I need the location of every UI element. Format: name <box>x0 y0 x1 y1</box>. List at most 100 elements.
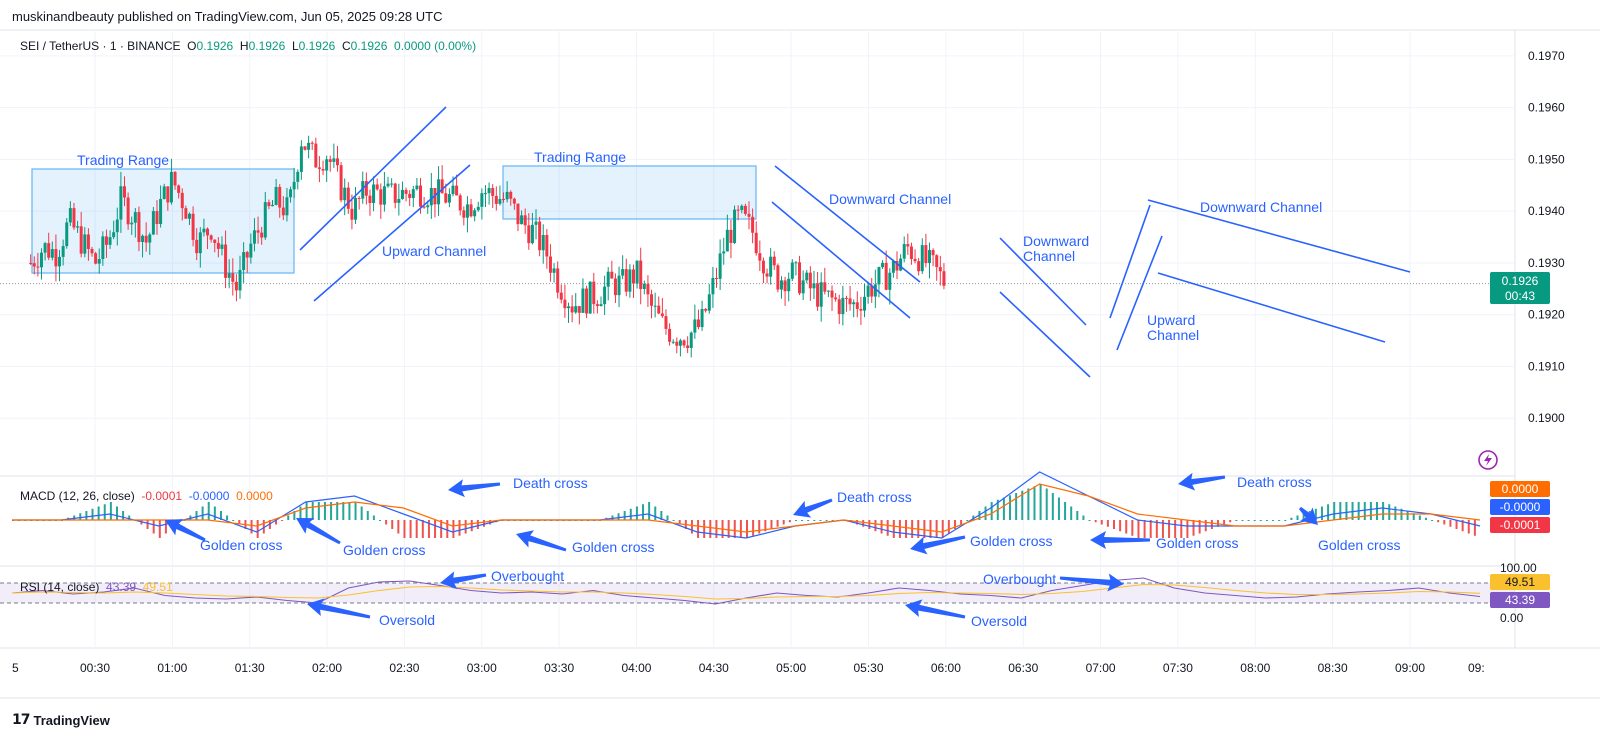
candle-body <box>704 309 708 311</box>
downward-channel-label-2b[interactable]: Channel <box>1023 248 1075 264</box>
downward-channel-label-2a[interactable]: Downward <box>1023 233 1089 249</box>
channel-lines[interactable] <box>299 106 1411 378</box>
golden-cross-label-2[interactable]: Golden cross <box>343 542 425 558</box>
candle-body <box>631 269 635 284</box>
macd-hist-bar <box>739 520 742 538</box>
death-cross-arrow-1[interactable] <box>447 475 501 499</box>
candle-body <box>671 341 675 343</box>
macd-hist-bar <box>1339 502 1342 520</box>
macd-hist-bar <box>898 520 901 538</box>
price-axis[interactable]: 0.1970 0.1960 0.1950 0.1940 0.1930 0.1920 0.19… <box>1500 49 1565 625</box>
macd-hist-bar <box>788 520 791 523</box>
golden-cross-arrow-5[interactable] <box>1090 531 1150 549</box>
downward-channel-label-3[interactable]: Downward Channel <box>1200 199 1322 215</box>
golden-cross-label-6[interactable]: Golden cross <box>1318 537 1400 553</box>
candle-body <box>700 309 704 328</box>
overbought-label-1[interactable]: Overbought <box>491 568 564 584</box>
downward-channel-label-1[interactable]: Downward Channel <box>829 191 951 207</box>
oversold-arrow-2[interactable] <box>903 596 967 626</box>
candle-body <box>689 332 693 348</box>
macd-hist-bar <box>874 520 877 532</box>
candle-body <box>711 277 715 295</box>
time-axis[interactable]: 00:30 01:00 01:30 02:00 02:30 03:00 03:30 04:00… <box>12 661 1485 675</box>
golden-cross-label-3[interactable]: Golden cross <box>572 539 654 555</box>
upward-channel-label-1[interactable]: Upward Channel <box>382 243 486 259</box>
macd-legend[interactable]: MACD (12, 26, close) -0.0001 -0.0000 0.0… <box>20 489 273 503</box>
trading-range-label-1[interactable]: Trading Range <box>77 152 169 168</box>
annotation-labels[interactable]: Trading Range Trading Range Upward Channel… <box>77 149 1400 629</box>
golden-cross-arrow-6[interactable] <box>1294 501 1324 531</box>
overbought-label-2[interactable]: Overbought <box>983 571 1056 587</box>
macd-hist-bar <box>226 515 229 520</box>
price-tick-label: 0.1970 <box>1528 49 1565 63</box>
symbol-legend[interactable]: SEI / TetherUS · 1 · BINANCE O0.1926 H0.… <box>20 39 476 53</box>
candle-body <box>141 235 145 243</box>
death-cross-label-2[interactable]: Death cross <box>837 489 912 505</box>
macd-hist-bar <box>1161 520 1164 538</box>
candle-body <box>718 253 722 279</box>
trading-range-label-2[interactable]: Trading Range <box>534 149 626 165</box>
overbought-arrow-2[interactable] <box>1059 569 1125 593</box>
oversold-label-2[interactable]: Oversold <box>971 613 1027 629</box>
macd-hist-bar <box>1137 520 1140 538</box>
candle-body <box>397 198 401 203</box>
oversold-label-1[interactable]: Oversold <box>379 612 435 628</box>
candle-body <box>552 268 556 273</box>
candle-body <box>364 181 368 196</box>
death-cross-label-3[interactable]: Death cross <box>1237 474 1312 490</box>
death-cross-arrow-3[interactable] <box>1177 468 1227 493</box>
golden-cross-label-4[interactable]: Golden cross <box>970 533 1052 549</box>
golden-cross-arrow-4-shape <box>910 535 966 555</box>
golden-cross-arrow-1[interactable] <box>161 512 209 548</box>
golden-cross-arrow-4[interactable] <box>908 528 967 558</box>
macd-hist-bar <box>1369 502 1372 520</box>
golden-cross-arrow-2[interactable] <box>292 510 345 551</box>
candle-body <box>245 252 249 258</box>
macd-hist-bar <box>323 502 326 520</box>
candle-body <box>104 236 108 245</box>
death-cross-label-1[interactable]: Death cross <box>513 475 588 491</box>
macd-hist-bar <box>85 511 88 520</box>
candle-body <box>668 328 672 342</box>
overbought-arrow-1[interactable] <box>438 566 487 592</box>
candle-body <box>393 183 397 203</box>
candle-body <box>808 272 812 289</box>
golden-cross-label-1[interactable]: Golden cross <box>200 537 282 553</box>
candle-body <box>863 296 867 311</box>
candle-body <box>137 212 141 243</box>
macd-hist-bar <box>1021 490 1024 520</box>
macd-hist-bar <box>391 520 394 529</box>
candle-body <box>209 235 213 240</box>
death-cross-arrow-2[interactable] <box>790 492 835 524</box>
candle-body <box>794 262 798 264</box>
macd-hist-bar <box>1082 515 1085 520</box>
candle-body <box>162 186 166 199</box>
upward-channel-label-2a[interactable]: Upward <box>1147 312 1195 328</box>
rsi-badge-bg <box>1490 592 1550 608</box>
candle-body <box>415 185 419 190</box>
golden-cross-arrow-3[interactable] <box>513 525 568 558</box>
candle-body <box>29 262 33 264</box>
price-badge-bg <box>1490 272 1550 304</box>
annotation-arrows[interactable] <box>161 468 1324 626</box>
macd-hist-badge-bg <box>1490 517 1550 533</box>
candle-body <box>422 206 426 208</box>
macd-hist-bar <box>1088 520 1091 521</box>
oversold-arrow-1[interactable] <box>305 595 372 626</box>
price-tick-label: 0.1930 <box>1528 256 1565 270</box>
macd-hist-bar <box>972 515 975 520</box>
rsi-band-fill <box>0 583 1515 603</box>
macd-hist-bar <box>1449 520 1452 527</box>
upward-channel-label-2b[interactable]: Channel <box>1147 327 1199 343</box>
golden-cross-label-5[interactable]: Golden cross <box>1156 535 1238 551</box>
candle-body <box>888 272 892 290</box>
footer-brand[interactable]: 17 TradingView <box>12 712 110 728</box>
macd-hist-bar <box>1418 515 1421 520</box>
publisher-header: muskinandbeauty published on TradingView… <box>12 9 443 24</box>
candle-body <box>440 179 444 194</box>
candle-body <box>570 306 574 313</box>
lightning-icon[interactable] <box>1478 450 1498 470</box>
rsi-legend[interactable]: RSI (14, close) 43.39 49.51 <box>20 580 173 594</box>
candle-body <box>224 244 228 278</box>
